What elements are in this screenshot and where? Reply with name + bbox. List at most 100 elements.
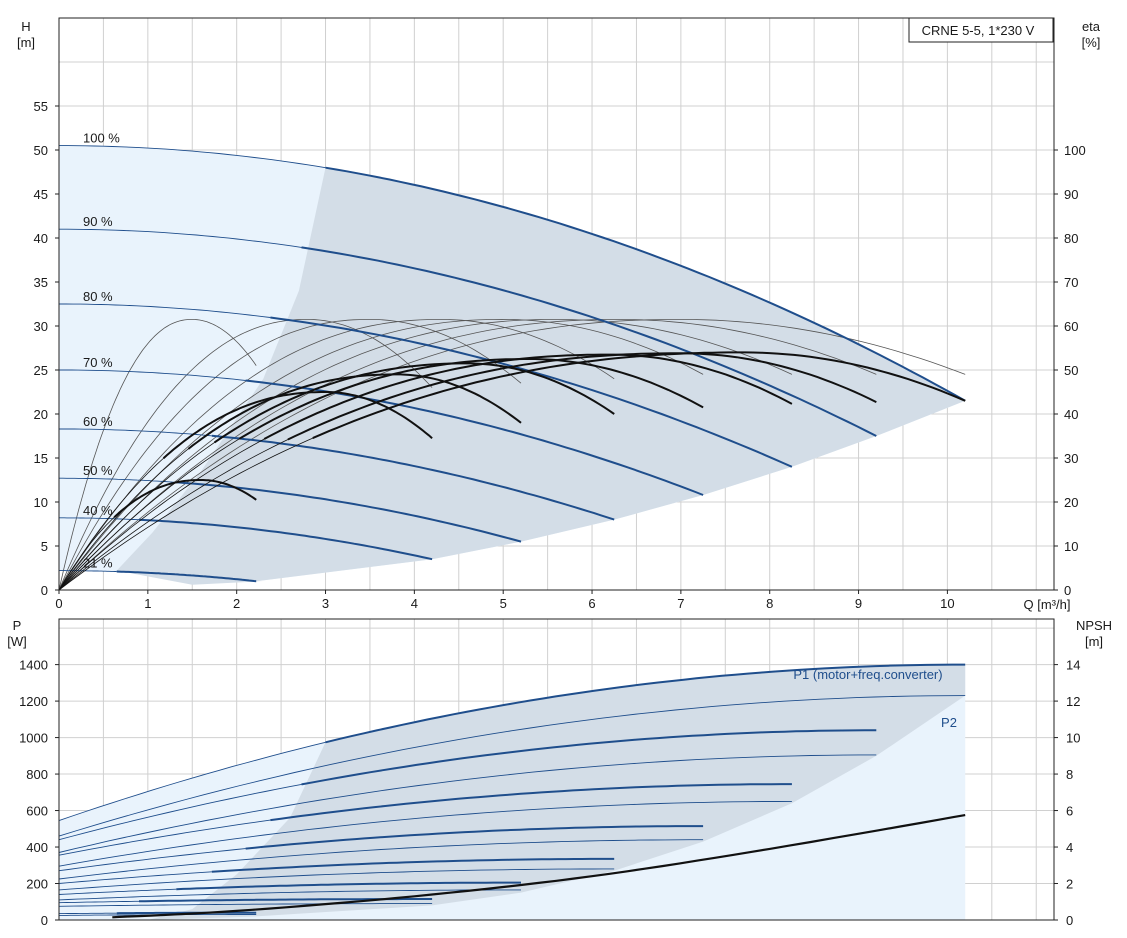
x-tick-label: 6 bbox=[588, 596, 595, 611]
p2-curve bbox=[58, 695, 966, 837]
head-curve-label: 60 % bbox=[83, 414, 113, 429]
y2-tick-label: 0 bbox=[1064, 583, 1071, 598]
y-tick-label: 1000 bbox=[19, 731, 48, 746]
y-tick-label: 45 bbox=[34, 187, 48, 202]
power-axis-label: P bbox=[13, 618, 22, 633]
y-tick-label: 20 bbox=[34, 407, 48, 422]
efficiency-curve bbox=[213, 362, 615, 444]
p1-curve-thin bbox=[58, 819, 271, 856]
p2-curve bbox=[58, 903, 433, 907]
head-curve-label: 70 % bbox=[83, 355, 113, 370]
head-curve bbox=[301, 246, 877, 437]
x-tick-label: 3 bbox=[322, 596, 329, 611]
head-curve-thin bbox=[59, 517, 140, 521]
head-curve bbox=[270, 316, 793, 468]
head-chart-frame bbox=[58, 17, 1055, 591]
efficiency-curve-thin bbox=[58, 319, 793, 591]
head-curve-thin bbox=[59, 303, 271, 318]
npsh-axis-unit: [m] bbox=[1085, 634, 1103, 649]
efficiency-curve bbox=[312, 351, 966, 440]
p2-curve bbox=[58, 839, 704, 880]
y2-tick-label: 50 bbox=[1064, 363, 1078, 378]
head-curve-label: 40 % bbox=[83, 503, 113, 518]
p2-curve bbox=[58, 868, 615, 891]
efficiency-curve-thin bbox=[58, 319, 433, 591]
y2-tick-label: 0 bbox=[1066, 913, 1073, 928]
power-chart-frame bbox=[58, 618, 1055, 921]
p1-curve bbox=[301, 729, 877, 786]
flow-axis-label: Q [m³/h] bbox=[1024, 597, 1071, 612]
y2-tick-label: 20 bbox=[1064, 495, 1078, 510]
x-tick-label: 9 bbox=[855, 596, 862, 611]
head-curve-label: 100 % bbox=[83, 131, 120, 146]
head-curves: 100 %90 %80 %70 %60 %50 %40 %21 % bbox=[58, 131, 966, 591]
head-curve-thin bbox=[59, 477, 177, 483]
efficiency-curve-thin bbox=[58, 319, 877, 591]
y2-tick-label: 80 bbox=[1064, 231, 1078, 246]
y2-tick-label: 6 bbox=[1066, 804, 1073, 819]
y2-tick-label: 4 bbox=[1066, 840, 1073, 855]
chart-title-box bbox=[908, 17, 1054, 43]
y2-tick-label: 40 bbox=[1064, 407, 1078, 422]
head-curve bbox=[116, 570, 257, 583]
p1-curve bbox=[325, 663, 966, 744]
power-chart-axes: 0 200 400 600 800 1000 1200 1400 0 2 4 6 8 10 12 14 bbox=[19, 618, 1080, 928]
eta-axis-unit: [%] bbox=[1082, 35, 1101, 50]
efficiency-curve bbox=[162, 391, 433, 460]
power-curves bbox=[58, 663, 966, 919]
head-curve-label: 90 % bbox=[83, 214, 113, 229]
y2-tick-label: 10 bbox=[1066, 731, 1080, 746]
y-tick-label: 200 bbox=[26, 877, 48, 892]
head-curve-thin bbox=[59, 570, 117, 572]
x-tick-label: 1 bbox=[144, 596, 151, 611]
y-tick-label: 40 bbox=[34, 231, 48, 246]
p1-curve bbox=[211, 857, 615, 873]
p2-curve bbox=[58, 800, 792, 867]
y2-tick-label: 30 bbox=[1064, 451, 1078, 466]
y-tick-label: 600 bbox=[26, 804, 48, 819]
p2-curve bbox=[58, 889, 521, 901]
p2-curve bbox=[58, 754, 877, 853]
y-tick-label: 25 bbox=[34, 363, 48, 378]
head-curve-thin bbox=[59, 369, 246, 381]
p1-curve-thin bbox=[58, 871, 212, 884]
y-tick-label: 35 bbox=[34, 275, 48, 290]
efficiency-curve bbox=[263, 353, 793, 440]
head-curve-label: 50 % bbox=[83, 463, 113, 478]
efficiency-curve-thin bbox=[58, 319, 257, 591]
y-tick-label: 30 bbox=[34, 319, 48, 334]
efficiency-curve bbox=[113, 479, 257, 519]
y2-tick-label: 8 bbox=[1066, 767, 1073, 782]
x-tick-label: 5 bbox=[500, 596, 507, 611]
head-axis-unit: [m] bbox=[17, 35, 35, 50]
y2-tick-label: 12 bbox=[1066, 694, 1080, 709]
npsh-curve bbox=[112, 814, 966, 919]
y2-tick-label: 90 bbox=[1064, 187, 1078, 202]
p1-curve bbox=[176, 881, 521, 891]
p1-curve-thin bbox=[58, 783, 302, 841]
head-chart-axes: 0 1 2 3 4 5 6 7 8 9 100510152025303540455055010203… bbox=[34, 17, 1086, 611]
y2-tick-label: 10 bbox=[1064, 539, 1078, 554]
p1-curve bbox=[245, 825, 704, 850]
head-curve-label: 80 % bbox=[83, 289, 113, 304]
p1-curve-thin bbox=[58, 741, 326, 822]
y-tick-label: 50 bbox=[34, 143, 48, 158]
head-curve-thin bbox=[59, 228, 302, 248]
y-tick-label: 5 bbox=[41, 539, 48, 554]
p1-curve bbox=[270, 783, 792, 822]
x-tick-label: 10 bbox=[940, 596, 954, 611]
head-curve bbox=[245, 379, 704, 496]
npsh-axis-label: NPSH bbox=[1076, 618, 1112, 633]
y-tick-label: 0 bbox=[41, 913, 48, 928]
head-curve bbox=[211, 434, 615, 521]
y-tick-label: 1200 bbox=[19, 694, 48, 709]
efficiency-curve-thin bbox=[58, 319, 966, 591]
x-tick-label: 4 bbox=[411, 596, 418, 611]
y2-tick-label: 70 bbox=[1064, 275, 1078, 290]
head-curve bbox=[325, 166, 966, 402]
y2-tick-label: 60 bbox=[1064, 319, 1078, 334]
efficiency-curve bbox=[287, 352, 877, 441]
y-tick-label: 0 bbox=[41, 583, 48, 598]
efficiency-curve bbox=[238, 358, 704, 440]
